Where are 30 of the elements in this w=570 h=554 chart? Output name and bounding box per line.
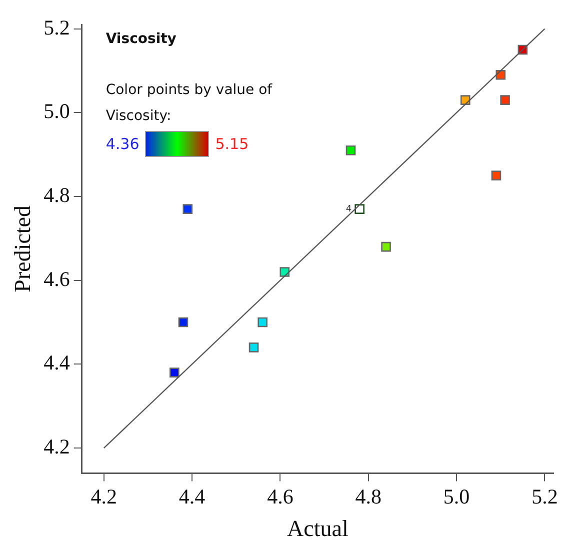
x-axis-title: Actual xyxy=(287,516,348,542)
y-axis-title: Predicted xyxy=(10,204,35,292)
point xyxy=(182,204,193,214)
chart-title: Viscosity xyxy=(106,30,178,47)
y-tick-label: 5.2 xyxy=(44,15,70,40)
x-tick-label: 5.2 xyxy=(532,484,558,508)
y-tick-label: 4.6 xyxy=(44,266,70,291)
point xyxy=(381,242,391,252)
annotation: 4.36 xyxy=(106,134,140,153)
annotation: 4 xyxy=(346,204,352,214)
annotation: Color points by value of Viscosity: xyxy=(106,80,274,126)
x-tick-label: 5.0 xyxy=(443,484,470,508)
point xyxy=(248,342,259,352)
x-tick-label: 4.4 xyxy=(178,484,206,508)
point xyxy=(500,95,510,105)
x-tick-label: 4.6 xyxy=(267,484,294,508)
annotation: 5.15 xyxy=(215,134,249,153)
y-tick-label: 5.0 xyxy=(44,99,70,124)
point xyxy=(170,368,180,378)
x-tick-label: 4.2 xyxy=(90,484,118,508)
point xyxy=(491,170,502,180)
point xyxy=(178,317,188,328)
point xyxy=(346,145,356,156)
y-tick-label: 4.4 xyxy=(44,350,70,375)
y-tick-label: 4.2 xyxy=(44,434,70,459)
point xyxy=(354,204,364,214)
x-tick-label: 4.8 xyxy=(355,484,382,508)
point xyxy=(258,317,268,328)
y-tick-label: 4.8 xyxy=(44,183,70,208)
point xyxy=(280,267,290,277)
